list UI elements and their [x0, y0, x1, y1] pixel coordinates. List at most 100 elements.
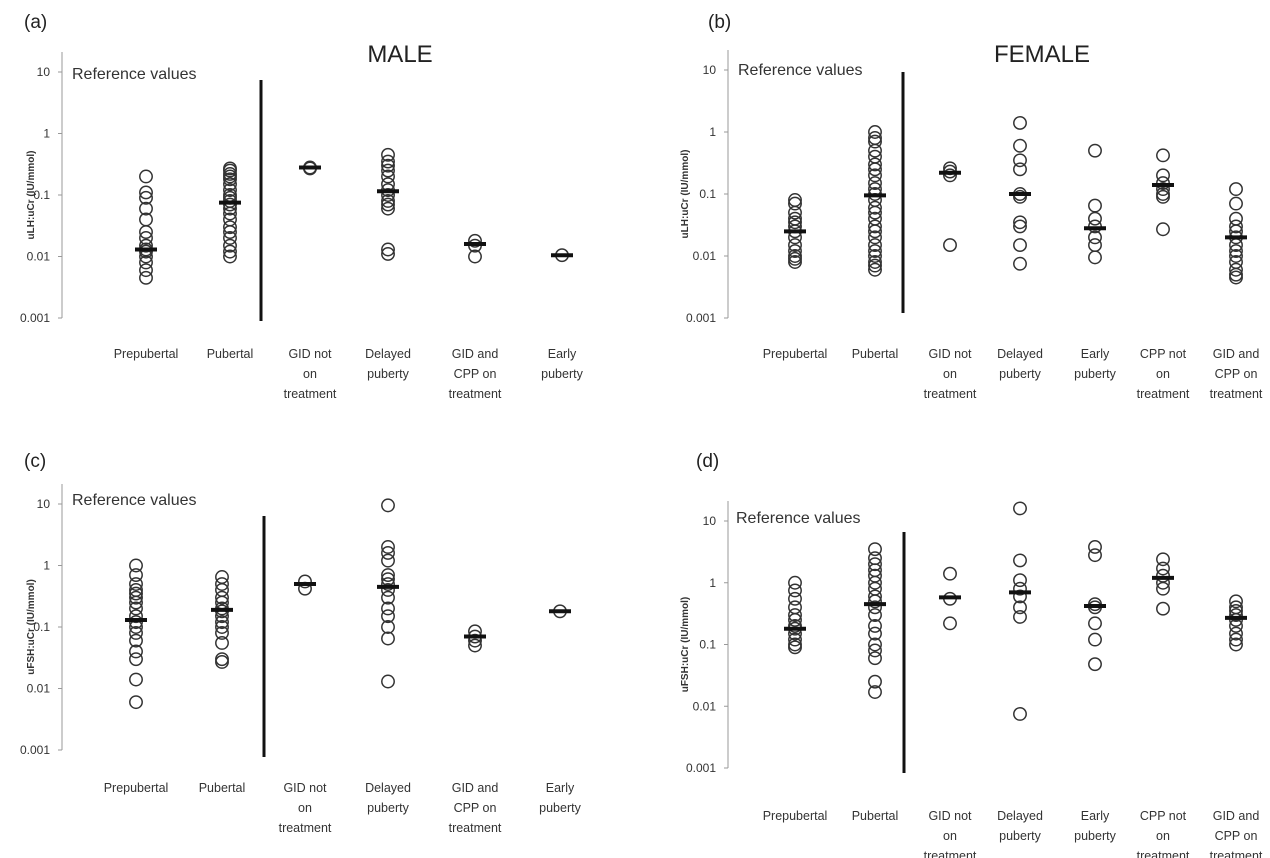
category-label-line: Early	[548, 347, 577, 361]
category-label-line: Delayed	[365, 781, 411, 795]
category-label: Prepubertal	[763, 809, 828, 823]
category-label-line: Prepubertal	[763, 347, 828, 361]
y-tick-label: 0.01	[693, 699, 717, 713]
reference-values-label: Reference values	[736, 510, 861, 527]
reference-values-label: Reference values	[738, 62, 863, 79]
data-point	[1014, 708, 1026, 720]
category-label-line: puberty	[367, 367, 409, 381]
y-axis-title: uLH:uCr (IU/mmol)	[680, 150, 691, 239]
data-point	[1014, 574, 1026, 586]
category-label-line: on	[298, 801, 312, 815]
category-label: Early puberty	[539, 781, 581, 815]
category-label-line: puberty	[539, 801, 581, 815]
category-label-line: treatment	[449, 387, 502, 401]
data-point	[1230, 183, 1242, 195]
category-label-line: GID and	[452, 781, 499, 795]
y-axis-title: uLH:uCr (IU/mmol)	[26, 151, 37, 240]
category-label-line: GID not	[288, 347, 332, 361]
category-label: Pubertal	[199, 781, 246, 795]
data-point	[382, 499, 394, 511]
data-point	[1014, 154, 1026, 166]
category-label: Delayed puberty	[365, 347, 411, 381]
data-point	[1089, 633, 1101, 645]
category-label: GID and CPP on treatment	[449, 781, 502, 835]
category-label-line: Delayed	[997, 347, 1043, 361]
data-point	[1014, 554, 1026, 566]
category-label-line: CPP on	[1215, 367, 1258, 381]
category-label-line: CPP not	[1140, 347, 1187, 361]
y-tick-label: 1	[709, 125, 716, 139]
category-label-line: CPP on	[454, 367, 497, 381]
category-label-line: on	[943, 367, 957, 381]
category-label-line: Prepubertal	[114, 347, 179, 361]
chart-panel-d: (d)Reference values1010.10.010.001uFSH:u…	[680, 451, 1263, 858]
category-label: Pubertal	[207, 347, 254, 361]
y-tick-label: 10	[37, 497, 51, 511]
data-point	[130, 673, 142, 685]
category-label-line: treatment	[1137, 387, 1190, 401]
category-label: GID and CPP on treatment	[1210, 347, 1263, 401]
category-label: Early puberty	[1074, 809, 1116, 843]
category-label-line: puberty	[367, 801, 409, 815]
category-label: GID not on treatment	[284, 347, 337, 401]
category-label: Prepubertal	[114, 347, 179, 361]
data-point	[216, 571, 228, 583]
y-tick-label: 10	[703, 514, 717, 528]
data-point	[789, 577, 801, 589]
category-label-line: Pubertal	[852, 347, 899, 361]
data-point	[1230, 197, 1242, 209]
category-label-line: puberty	[1074, 367, 1116, 381]
category-label: Early puberty	[541, 347, 583, 381]
category-label-line: on	[943, 829, 957, 843]
category-label-line: puberty	[999, 367, 1041, 381]
category-label: CPP not on treatment	[1137, 809, 1190, 858]
category-label: Prepubertal	[104, 781, 169, 795]
panel-letter: (d)	[696, 451, 719, 472]
category-label: CPP not on treatment	[1137, 347, 1190, 401]
category-label: Delayed puberty	[997, 809, 1043, 843]
category-label-line: Prepubertal	[104, 781, 169, 795]
y-tick-label: 0.01	[27, 682, 51, 696]
category-label-line: CPP on	[454, 801, 497, 815]
category-label-line: puberty	[999, 829, 1041, 843]
chart-title: FEMALE	[994, 41, 1090, 68]
category-label-line: treatment	[924, 849, 977, 858]
category-label: Early puberty	[1074, 347, 1116, 381]
category-label: Prepubertal	[763, 347, 828, 361]
category-label: Delayed puberty	[365, 781, 411, 815]
panel-letter: (b)	[708, 12, 731, 33]
data-point	[1157, 553, 1169, 565]
chart-panel-c: (c)Reference values1010.10.010.001uFSH:u…	[20, 451, 582, 835]
data-point	[869, 543, 881, 555]
chart-panel-b: (b)FEMALEReference values1010.10.010.001…	[680, 12, 1263, 401]
category-label-line: on	[303, 367, 317, 381]
category-label-line: treatment	[1210, 387, 1263, 401]
category-label: GID and CPP on treatment	[449, 347, 502, 401]
category-label-line: Delayed	[365, 347, 411, 361]
y-tick-label: 10	[37, 65, 51, 79]
category-label-line: treatment	[449, 821, 502, 835]
category-label: Pubertal	[852, 809, 899, 823]
category-label: GID not on treatment	[924, 347, 977, 401]
data-point	[1089, 199, 1101, 211]
data-point	[1157, 223, 1169, 235]
category-label-line: Early	[1081, 809, 1110, 823]
y-axis-title: uFSH:uCr (IU/mmol)	[26, 579, 37, 675]
data-point	[1230, 212, 1242, 224]
category-label-line: GID not	[928, 809, 972, 823]
y-tick-label: 1	[709, 576, 716, 590]
category-label-line: Early	[1081, 347, 1110, 361]
data-point	[1014, 502, 1026, 514]
category-label-line: puberty	[1074, 829, 1116, 843]
data-point	[1089, 658, 1101, 670]
category-label-line: treatment	[284, 387, 337, 401]
y-tick-label: 0.1	[699, 638, 716, 652]
category-label-line: on	[1156, 829, 1170, 843]
y-tick-label: 1	[43, 127, 50, 141]
data-point	[1157, 570, 1169, 582]
category-label: GID and CPP on treatment	[1210, 809, 1263, 858]
category-label: Delayed puberty	[997, 347, 1043, 381]
data-point	[1157, 602, 1169, 614]
category-label-line: Delayed	[997, 809, 1043, 823]
category-label-line: GID and	[1213, 809, 1260, 823]
